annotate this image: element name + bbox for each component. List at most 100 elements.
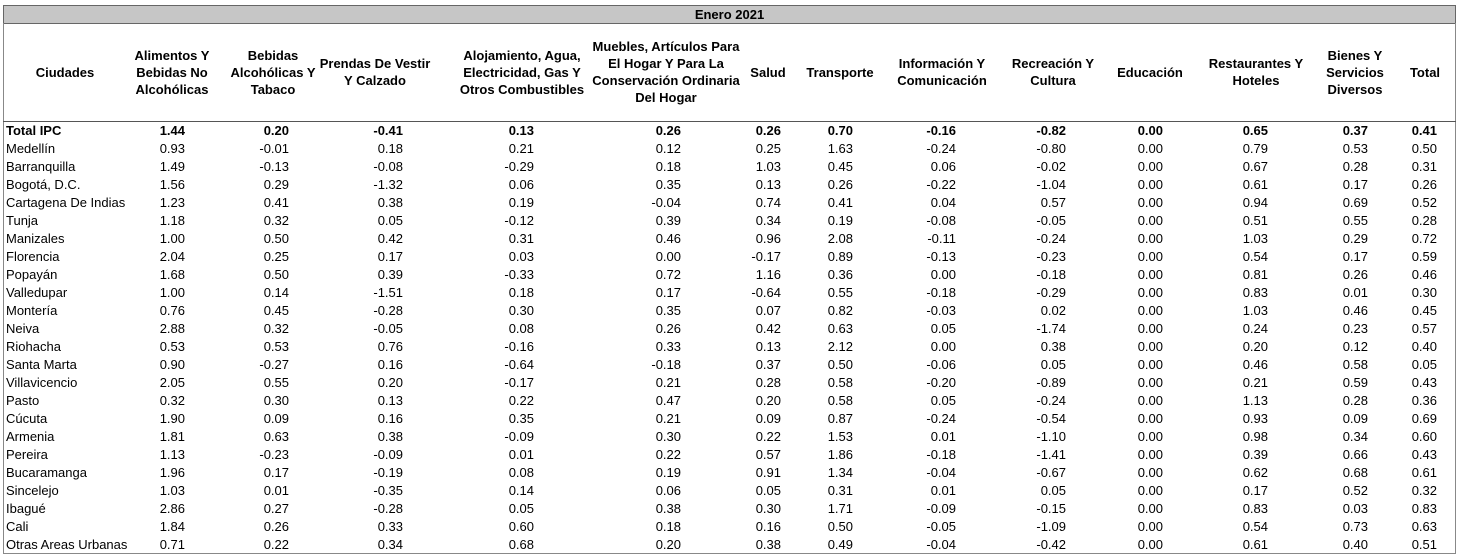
cell-value: 0.38 <box>1040 339 1066 354</box>
cell-value: 0.04 <box>930 195 956 210</box>
cell-value: 0.60 <box>1411 429 1437 444</box>
cell-value: 0.26 <box>755 123 781 138</box>
cell-value: 0.00 <box>1137 285 1163 300</box>
cell-value: 0.00 <box>1137 177 1163 192</box>
cell-value: 0.98 <box>1242 429 1268 444</box>
cell-value: 0.30 <box>263 393 289 408</box>
cell-value: 0.00 <box>1137 303 1163 318</box>
cell-value: 0.33 <box>655 339 681 354</box>
cell-value: 0.20 <box>755 393 781 408</box>
cell-value: 0.76 <box>377 339 403 354</box>
cell-value: -0.08 <box>373 159 403 174</box>
cell-value: -0.03 <box>926 303 956 318</box>
cell-value: 0.18 <box>508 285 534 300</box>
cell-value: 0.41 <box>1411 123 1437 138</box>
cell-value: 0.87 <box>827 411 853 426</box>
cell-value: -0.09 <box>504 429 534 444</box>
cell-value: 0.17 <box>377 249 403 264</box>
cell-value: 0.66 <box>1342 447 1368 462</box>
cell-value: 0.42 <box>377 231 403 246</box>
cell-value: 0.05 <box>930 321 956 336</box>
column-header: Total <box>1409 64 1441 80</box>
cell-value: 0.70 <box>827 123 853 138</box>
cell-value: -0.27 <box>259 357 289 372</box>
cell-value: 1.56 <box>159 177 185 192</box>
cell-value: 0.32 <box>159 393 185 408</box>
cell-value: 0.68 <box>508 537 534 552</box>
cell-value: 0.26 <box>655 321 681 336</box>
cell-value: 0.35 <box>508 411 534 426</box>
cell-value: 0.83 <box>1242 501 1268 516</box>
cell-value: 0.43 <box>1411 447 1437 462</box>
cell-value: 0.45 <box>1411 303 1437 318</box>
cell-value: 0.00 <box>1137 141 1163 156</box>
cell-value: 1.44 <box>159 123 185 138</box>
cell-value: 1.71 <box>827 501 853 516</box>
cell-value: 0.00 <box>1137 195 1163 210</box>
cell-value: 0.30 <box>655 429 681 444</box>
cell-value: -0.29 <box>504 159 534 174</box>
row-label: Cartagena De Indias <box>6 195 126 210</box>
cell-value: 0.69 <box>1342 195 1368 210</box>
cell-value: 0.68 <box>1342 465 1368 480</box>
cell-value: -0.64 <box>751 285 781 300</box>
column-header: Bebidas Alcohólicas Y Tabaco <box>230 47 316 97</box>
cell-value: 0.28 <box>1342 393 1368 408</box>
cell-value: 0.72 <box>655 267 681 282</box>
cell-value: 0.39 <box>1242 447 1268 462</box>
cell-value: 0.17 <box>655 285 681 300</box>
cell-value: 0.16 <box>755 519 781 534</box>
column-header: Educación <box>1117 64 1183 80</box>
cell-value: 0.06 <box>930 159 956 174</box>
cell-value: 0.00 <box>1137 483 1163 498</box>
cell-value: 0.22 <box>655 447 681 462</box>
cell-value: -0.82 <box>1036 123 1066 138</box>
cell-value: 0.42 <box>755 321 781 336</box>
column-header: Alimentos Y Bebidas No Alcohólicas <box>134 47 210 97</box>
row-label: Santa Marta <box>6 357 77 372</box>
cell-value: 0.00 <box>1137 375 1163 390</box>
cell-value: 0.57 <box>1040 195 1066 210</box>
cell-value: 0.55 <box>827 285 853 300</box>
cell-value: -1.51 <box>373 285 403 300</box>
cell-value: 0.43 <box>1411 375 1437 390</box>
cell-value: -0.04 <box>926 465 956 480</box>
cell-value: 0.00 <box>655 249 681 264</box>
cell-value: 0.00 <box>1137 393 1163 408</box>
cell-value: 0.00 <box>1137 429 1163 444</box>
cell-value: 1.63 <box>827 141 853 156</box>
cell-value: 0.59 <box>1342 375 1368 390</box>
cell-value: 0.00 <box>1137 357 1163 372</box>
cell-value: 0.53 <box>263 339 289 354</box>
column-header: Bienes Y Servicios Diversos <box>1326 47 1384 97</box>
cell-value: 0.20 <box>1242 339 1268 354</box>
cell-value: 0.20 <box>655 537 681 552</box>
cell-value: 2.86 <box>159 501 185 516</box>
cell-value: 0.60 <box>508 519 534 534</box>
cell-value: 0.29 <box>1342 231 1368 246</box>
cell-value: 0.96 <box>755 231 781 246</box>
cell-value: 0.69 <box>1411 411 1437 426</box>
cell-value: 0.05 <box>1040 357 1066 372</box>
row-label: Bucaramanga <box>6 465 87 480</box>
cell-value: 0.02 <box>1040 303 1066 318</box>
cell-value: 0.46 <box>655 231 681 246</box>
cell-value: 0.01 <box>930 429 956 444</box>
cell-value: 0.34 <box>377 537 403 552</box>
row-label: Bogotá, D.C. <box>6 177 81 192</box>
cell-value: 0.14 <box>263 285 289 300</box>
cell-value: 0.47 <box>655 393 681 408</box>
cell-value: 0.94 <box>1242 195 1268 210</box>
cell-value: -0.16 <box>504 339 534 354</box>
cell-value: 0.23 <box>1342 321 1368 336</box>
cell-value: 0.22 <box>508 393 534 408</box>
cell-value: 0.08 <box>508 321 534 336</box>
cell-value: 0.28 <box>1411 213 1437 228</box>
column-header: Salud <box>750 64 786 80</box>
cell-value: 0.55 <box>1342 213 1368 228</box>
cell-value: 0.51 <box>1411 537 1437 552</box>
cell-value: 0.34 <box>1342 429 1368 444</box>
cell-value: 0.90 <box>159 357 185 372</box>
cell-value: 0.00 <box>1137 465 1163 480</box>
